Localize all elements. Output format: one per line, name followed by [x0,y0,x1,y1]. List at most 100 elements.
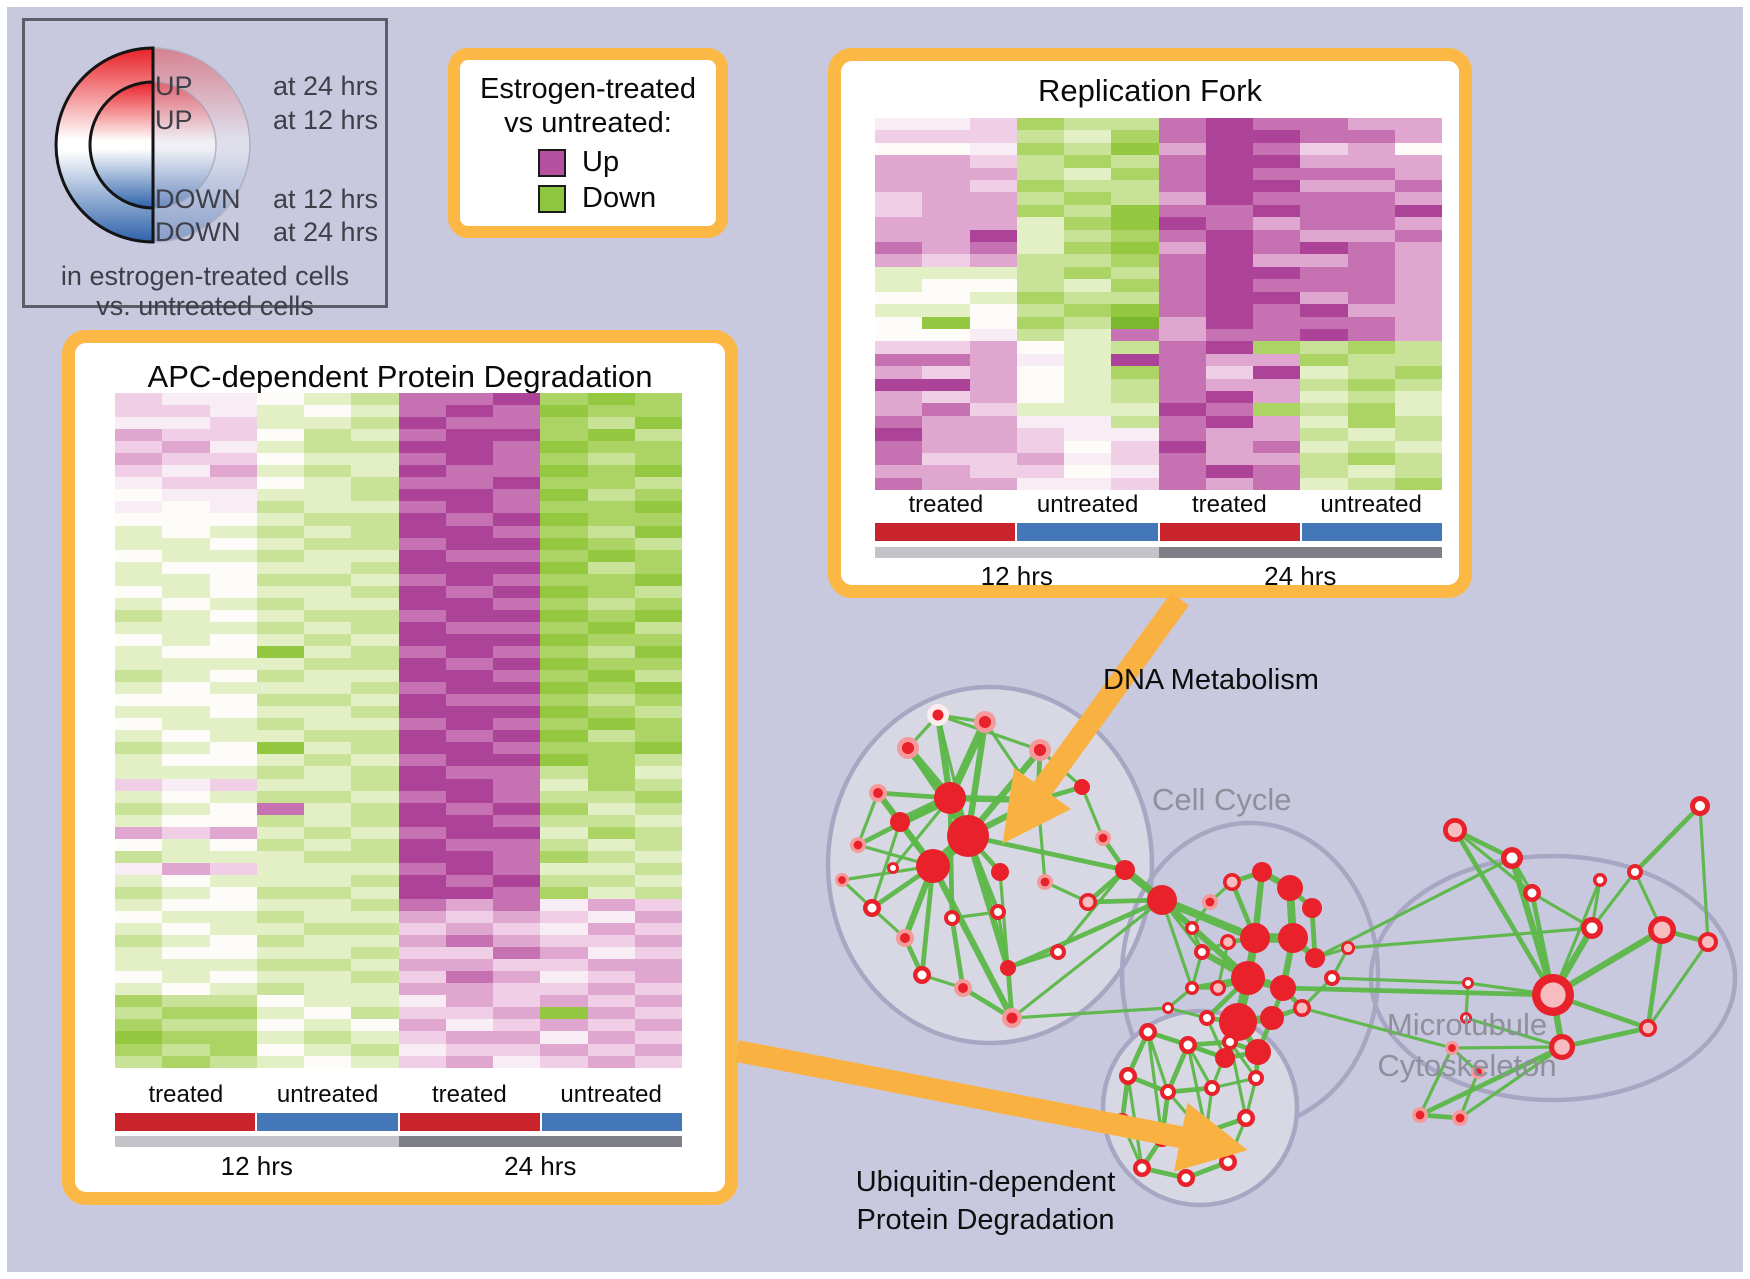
heatmap-cell [493,790,541,803]
heatmap-cell [1064,477,1112,491]
heatmap-cell [398,971,446,984]
timebar-segment [115,1136,399,1147]
heatmap-cell [540,874,588,887]
heatmap-cell [493,417,541,430]
heatmap-cell [351,585,399,598]
heatmap-cell [969,229,1017,243]
heatmap-cell [587,670,635,683]
heatmap-cell [1111,180,1159,193]
heatmap-cell [1111,279,1159,292]
heatmap-cell [493,983,541,996]
heatmap-cell [162,1007,210,1020]
heatmap-cell [351,1031,399,1044]
updown-legend-title-2: vs untreated: [504,107,672,139]
heatmap-cell [256,585,304,598]
heatmap-cell [115,501,163,514]
heatmap-row [115,658,682,671]
heatmap-cell [969,142,1017,156]
heatmap-cell [1394,291,1442,305]
heatmap-cell [209,778,257,791]
heatmap-cell [1205,415,1253,429]
heatmap-cell [1205,167,1253,181]
heatmap-cell [256,597,304,610]
heatmap-cell [875,130,923,143]
heatmap-cell [1300,415,1348,429]
heatmap-cell [634,585,682,598]
heatmap-cell [587,898,635,912]
heatmap-cell [493,537,541,550]
heatmap-cell [1394,304,1442,317]
heatmap-cell [634,1019,682,1032]
heatmap-cell [587,886,635,899]
heatmap-cell [209,935,257,948]
heatmap-row [875,217,1442,230]
heatmap-cell [162,645,210,659]
heatmap-cell [493,633,541,646]
heatmap-cell [209,549,257,562]
heatmap-cell [256,405,304,418]
heatmap-cell [351,621,399,634]
heatmap-cell [587,537,635,550]
heatmap-cell [445,537,493,550]
heatmap-cell [445,477,493,490]
heatmap-cell [1347,180,1395,193]
heatmap-cell [540,670,588,683]
heatmap-cell [587,766,635,779]
heatmap-cell [209,983,257,996]
heatmap-row [115,862,682,875]
heatmap-cell [209,923,257,936]
heatmap-cell [922,328,970,342]
heatmap-cell [634,1031,682,1044]
heatmap-row [875,142,1442,156]
heatmap-row [115,489,682,502]
heatmap-cell [398,573,446,586]
heatmap-row [875,291,1442,305]
heatmap-cell [398,983,446,996]
heatmap-cell [634,633,682,646]
heatmap-cell [969,155,1017,168]
heatmap-cell [209,682,257,695]
heatmap-cell [398,694,446,707]
heatmap-cell [969,390,1017,404]
heatmap-cell [1300,266,1348,280]
heatmap-cell [351,477,399,490]
heatmap-cell [875,477,923,491]
heatmap-cell [351,609,399,622]
heatmap-cell [1347,390,1395,404]
heatmap-cell [1205,155,1253,168]
heatmap-cell [969,192,1017,205]
heatmap-cell [445,453,493,466]
heatmap-cell [209,441,257,454]
heatmap-cell [1300,180,1348,193]
heatmap-cell [634,694,682,707]
heatmap-cell [540,730,588,743]
heatmap-cell [1016,366,1064,379]
heatmap-cell [587,850,635,863]
heatmap-cell [256,766,304,779]
heatmap-cell [634,778,682,791]
heatmap-cell [1064,378,1112,391]
heatmap-cell [162,537,210,550]
heatmap-row [875,366,1442,379]
heatmap-cell [969,477,1017,491]
heatmap-cell [493,658,541,671]
heatmap-cell [1300,452,1348,466]
heatmap-cell [445,802,493,815]
heatmap-cell [1394,366,1442,379]
heatmap-cell [875,440,923,453]
heatmap-cell [115,393,163,406]
heatmap-cell [304,862,352,875]
heatmap-row [875,378,1442,391]
heatmap-cell [634,405,682,418]
heatmap-cell [587,597,635,610]
heatmap-cell [1016,304,1064,317]
heatmap-cell [351,561,399,574]
heatmap-cell [540,525,588,538]
heatmap-cell [351,453,399,466]
heatmap-cell [209,417,257,430]
heatmap-cell [1394,217,1442,230]
heatmap-cell [1347,378,1395,391]
heatmap-cell [969,403,1017,416]
heatmap-cell [1158,118,1206,131]
heatmap-cell [587,561,635,574]
